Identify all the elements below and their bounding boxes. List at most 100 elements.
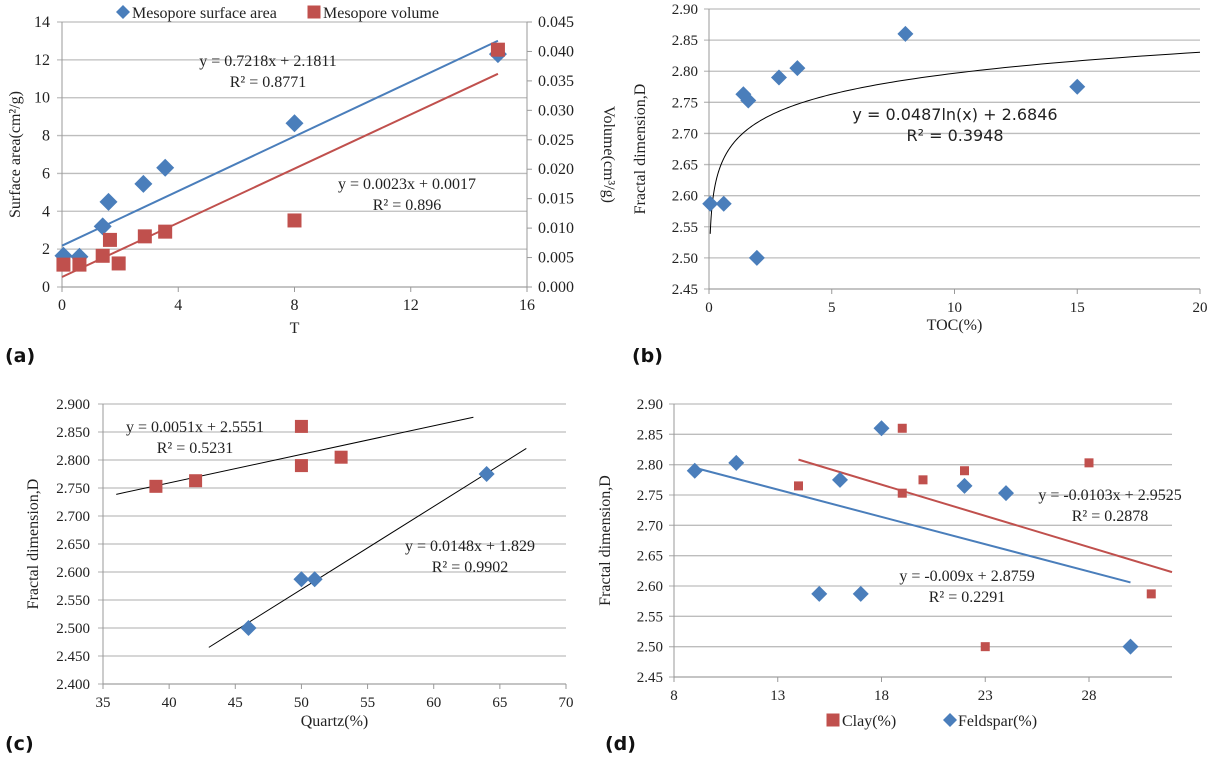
x-tick-label: 10 (947, 300, 962, 316)
y-tick-label: 10 (34, 90, 50, 107)
y-tick-label: 2.45 (637, 670, 663, 686)
trendline-r2: R² = 0.5231 (157, 440, 234, 457)
diamond-point (811, 585, 828, 602)
y-tick-label: 2.55 (672, 220, 698, 236)
y-tick-label: 2.800 (56, 453, 90, 469)
panel-3: 2.45 2.50 2.55 2.60 2.65 2.70 2.75 2.80 2.85 2.90… (597, 397, 1182, 755)
x-axis-label: T (290, 320, 300, 337)
trendline (61, 72, 499, 278)
y2-tick-label: 0.015 (538, 191, 574, 208)
diamond-point (1122, 638, 1139, 655)
trendline-r2: R² = 0.9902 (432, 559, 509, 576)
y-axis-label: Fractal dimension,D (632, 84, 649, 215)
diamond-point (789, 60, 806, 77)
legend-label: Clay(%) (842, 713, 896, 730)
panel-label: (b) (632, 345, 663, 367)
y-tick-label: 2.50 (672, 251, 698, 267)
diamond-point (897, 25, 914, 42)
diamond-point (285, 114, 304, 133)
diamond-point (740, 92, 757, 109)
y-tick-label: 2.80 (672, 64, 698, 80)
y-tick-label: 2.550 (56, 593, 90, 609)
diamond-point (686, 462, 703, 479)
diamond-point (715, 195, 732, 212)
diamond-point (832, 471, 848, 488)
diamond-point (873, 420, 890, 437)
panel-label: (c) (5, 733, 34, 755)
trendline-r2: R² = 0.896 (373, 197, 442, 214)
y-tick-label: 2.55 (637, 609, 663, 625)
square-point (294, 419, 308, 433)
legend-label: Mesopore surface area (132, 5, 277, 22)
x-tick-label: 45 (228, 695, 243, 711)
y-tick-label: 2.60 (637, 579, 663, 595)
y2-tick-label: 0.035 (538, 73, 574, 90)
y-tick-label: 2 (42, 241, 50, 258)
legend-label: Mesopore volume (323, 5, 439, 22)
square-point (1146, 589, 1156, 599)
diamond-point (702, 195, 719, 212)
square-point (95, 248, 110, 263)
square-point (897, 423, 907, 433)
square-point (490, 42, 505, 57)
x-tick-label: 50 (294, 695, 309, 711)
y-tick-label: 6 (42, 165, 50, 182)
y-tick-label: 2.750 (56, 481, 90, 497)
legend-marker (943, 713, 957, 727)
square-point (960, 466, 969, 476)
y-tick-label: 2.65 (672, 158, 698, 174)
panel-label: (d) (605, 733, 636, 755)
trendline-equation: y = 0.0148x + 1.829 (405, 538, 535, 555)
legend-marker (116, 5, 130, 19)
diamond-point (852, 585, 869, 602)
y-tick-label: 2.650 (56, 537, 90, 553)
diamond-point (240, 620, 257, 636)
legend-marker (307, 5, 321, 19)
square-point (149, 479, 163, 493)
square-point (56, 257, 71, 272)
square-point (137, 229, 152, 244)
y-tick-label: 2.50 (637, 640, 663, 656)
x-tick-label: 0 (705, 300, 713, 316)
diamond-point (306, 571, 323, 588)
y-tick-label: 2.65 (637, 549, 663, 565)
y-tick-label: 2.700 (56, 509, 90, 525)
x-tick-label: 55 (360, 695, 375, 711)
y-tick-label: 2.400 (56, 677, 90, 693)
y2-tick-label: 0.005 (538, 250, 574, 267)
square-point (102, 232, 117, 247)
x-axis-label: TOC(%) (927, 317, 983, 334)
trendline-r2: R² = 0.2291 (929, 589, 1006, 606)
y2-tick-label: 0.045 (538, 14, 574, 31)
x-tick-label: 18 (874, 688, 889, 704)
y-tick-label: 2.45 (672, 282, 698, 298)
square-point (158, 224, 173, 239)
y-tick-label: 2.70 (672, 126, 698, 142)
trendline-equation: y = 0.7218x + 2.1811 (199, 53, 336, 70)
x-tick-label: 8 (291, 297, 299, 314)
diamond-point (293, 571, 310, 588)
square-point (897, 488, 907, 498)
trendline (61, 39, 499, 247)
trendline (208, 448, 527, 648)
trendline-equation: y = -0.009x + 2.8759 (899, 568, 1034, 585)
y-tick-label: 2.900 (56, 397, 90, 413)
y-tick-label: 4 (42, 203, 50, 220)
y-tick-label: 2.450 (56, 649, 90, 665)
y-tick-label: 2.85 (672, 33, 698, 49)
square-point (980, 642, 990, 652)
diamond-point (748, 249, 765, 266)
y-tick-label: 12 (34, 52, 50, 69)
y2-tick-label: 0.030 (538, 102, 574, 119)
trendline (694, 466, 1131, 584)
x-tick-label: 70 (559, 695, 574, 711)
x-tick-label: 65 (492, 695, 507, 711)
trendline-r2: R² = 0.8771 (230, 74, 307, 91)
diamond-point (134, 174, 153, 193)
panel-0: 0 2 4 6 8 10 12 14 0.000 0.005 0.010 0.015 0.020 0.02… (5, 5, 617, 367)
square-point (72, 257, 87, 272)
y-tick-label: 2.70 (637, 518, 663, 534)
y-tick-label: 2.85 (637, 427, 663, 443)
square-point (918, 475, 928, 485)
